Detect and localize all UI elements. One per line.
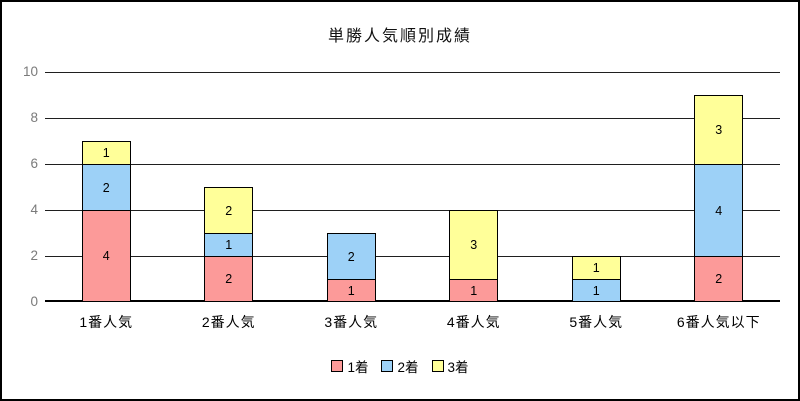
bar-segment-1着: 2 [204,256,254,302]
legend-item-2着: 2着 [381,356,419,376]
legend: 1着 2着 3着 [2,356,798,376]
gridline-y6 [45,164,780,165]
legend-label: 2着 [397,360,419,375]
y-tick-label: 8 [30,110,38,125]
chart-title: 単勝人気順別成績 [327,28,472,45]
legend-item-1着: 1着 [331,356,368,376]
legend-swatch-icon [331,360,344,372]
legend-item-3着: 3着 [431,356,469,376]
bar-segment-1着: 4 [81,210,131,302]
bar-segment-2着: 4 [694,164,744,257]
legend-label: 3着 [447,360,469,375]
legend-label: 1着 [347,360,369,375]
y-tick-label: 10 [22,64,38,79]
x-tick-label: 6番人気以下 [676,314,761,330]
y-tick-label: 4 [30,202,38,217]
y-tick-label: 0 [30,294,38,309]
x-tick-label: 2番人気 [201,314,256,330]
bar-segment-2着: 2 [326,233,376,280]
bar-segment-1着: 1 [449,279,499,302]
bar-segment-1着: 1 [326,279,376,302]
gridline-y2 [45,256,780,257]
bar-segment-3着: 2 [204,187,254,234]
bar-segment-3着: 3 [694,95,744,165]
y-tick-label: 6 [30,156,38,171]
y-tick-label: 2 [30,248,38,263]
legend-swatch-icon [431,360,444,372]
bar-segment-2着: 1 [204,233,254,257]
x-tick-label: 4番人気 [446,314,501,330]
gridline-y8 [45,118,780,119]
bar-segment-1着: 2 [694,256,744,302]
gridline-y10 [45,72,780,73]
bar-segment-2着: 2 [81,164,131,211]
bar-segment-3着: 3 [449,210,499,280]
x-tick-label: 5番人気 [569,314,624,330]
bar-segment-2着: 1 [571,279,621,302]
bar-segment-3着: 1 [81,141,131,165]
legend-swatch-icon [381,360,394,372]
y-axis-labels: 0 2 4 6 8 10 [2,64,38,309]
bar-segment-3着: 1 [571,256,621,280]
x-tick-label: 1番人気 [79,314,134,330]
gridline-y4 [45,210,780,211]
x-axis-labels: 1番人気 2番人気 3番人気 4番人気 5番人気 6番人気以下 [45,312,780,334]
gridline-y0 [45,300,780,302]
x-tick-label: 3番人気 [324,314,379,330]
